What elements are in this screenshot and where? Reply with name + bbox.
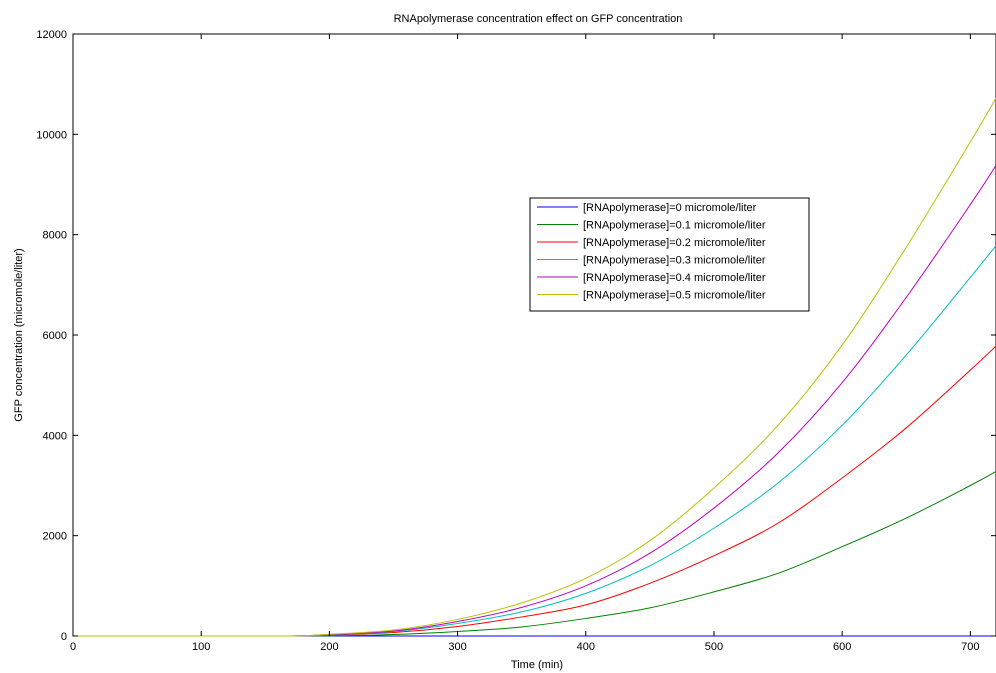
x-tick-label: 400: [577, 641, 595, 653]
legend: [RNApolymerase]=0 micromole/liter [RNApol…: [529, 197, 810, 312]
x-tick-label: 200: [320, 641, 338, 653]
y-axis-ticks: 0 2000 4000 6000 8000 10000 12000: [36, 29, 996, 643]
chart-title: RNApolymerase concentration effect on GF…: [394, 13, 683, 25]
legend-box: [529, 197, 810, 312]
legend-label-0: [RNApolymerase]=0 micromole/liter: [583, 202, 757, 214]
legend-label-5: [RNApolymerase]=0.5 micromole/liter: [583, 290, 766, 302]
legend-label-1: [RNApolymerase]=0.1 micromole/liter: [583, 220, 766, 232]
series-line-1: [73, 471, 996, 637]
y-tick-label: 4000: [43, 430, 67, 442]
series-group: [73, 97, 996, 637]
legend-label-4: [RNApolymerase]=0.4 micromole/liter: [583, 272, 766, 284]
y-tick-label: 12000: [36, 29, 67, 41]
y-tick-label: 0: [61, 631, 67, 643]
x-tick-label: 700: [961, 641, 979, 653]
plot-frame: [72, 33, 996, 637]
series-line-5: [73, 97, 996, 637]
x-tick-label: 600: [833, 641, 851, 653]
x-axis-label: Time (min): [511, 659, 563, 671]
y-tick-label: 8000: [43, 230, 67, 242]
legend-label-2: [RNApolymerase]=0.2 micromole/liter: [583, 237, 766, 249]
y-axis-label: GFP concentration (micromole/liter): [13, 248, 25, 421]
legend-label-3: [RNApolymerase]=0.3 micromole/liter: [583, 255, 766, 267]
legend-items: [RNApolymerase]=0 micromole/liter [RNApol…: [537, 202, 766, 302]
x-tick-label: 100: [192, 641, 210, 653]
y-tick-label: 6000: [43, 330, 67, 342]
y-tick-label: 2000: [43, 531, 67, 543]
x-tick-label: 0: [70, 641, 76, 653]
series-line-2: [73, 345, 996, 637]
x-tick-label: 500: [705, 641, 723, 653]
y-tick-label: 10000: [36, 129, 67, 141]
plot-area: 0 100 200 300 400 500 600 700 0 2000 4000 6000 8000…: [36, 29, 996, 653]
x-axis-ticks: 0 100 200 300 400 500 600 700: [70, 34, 980, 653]
x-tick-label: 300: [448, 641, 466, 653]
